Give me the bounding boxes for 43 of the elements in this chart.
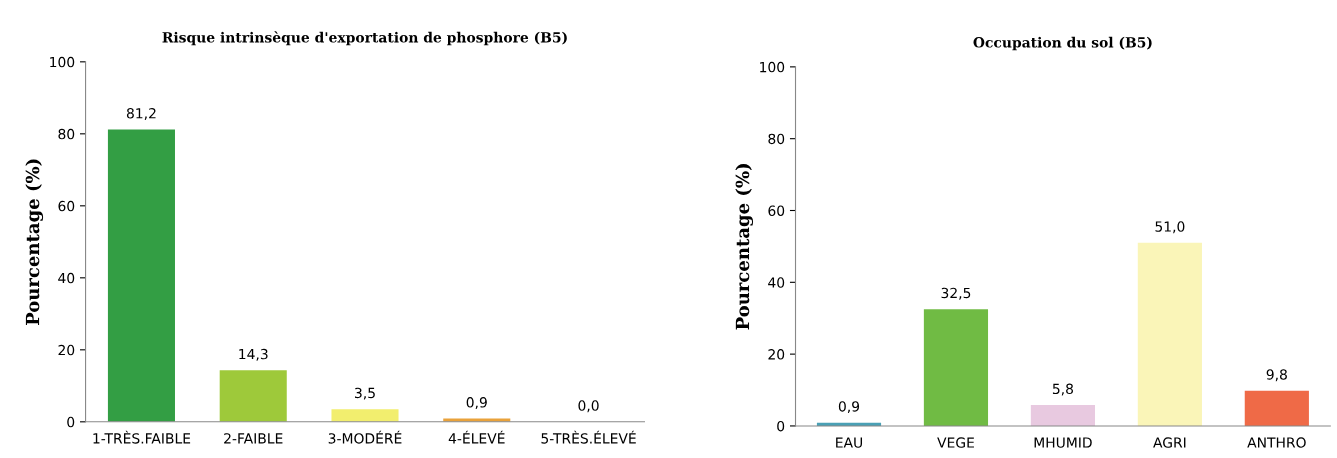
y-tick-label: 60 xyxy=(768,205,785,216)
x-tick-label: 1-TRÈS.FAIBLE xyxy=(93,430,191,444)
x-tick-label: EAU xyxy=(836,437,863,448)
chart-title: Risque intrinsèque d'exportation de phosphore (B5) xyxy=(162,31,567,46)
bar xyxy=(107,129,175,422)
data-label: 9,8 xyxy=(1266,369,1287,382)
bar xyxy=(331,409,399,422)
x-tick-label: AGRI xyxy=(1153,437,1186,448)
data-label: 32,5 xyxy=(941,287,971,300)
y-tick-label: 60 xyxy=(58,200,75,212)
y-tick-label: 100 xyxy=(50,56,75,68)
y-tick-label: 20 xyxy=(768,349,785,360)
y-tick-label: 20 xyxy=(58,344,75,356)
bar xyxy=(923,309,989,426)
x-tick-label: MHUMID xyxy=(1034,437,1092,448)
bar xyxy=(219,370,287,422)
data-label: 0,9 xyxy=(466,397,487,409)
y-tick-label: 0 xyxy=(67,416,75,428)
data-label: 5,8 xyxy=(1052,383,1074,396)
y-tick-label: 40 xyxy=(58,272,75,284)
y-tick-label: 40 xyxy=(768,277,785,288)
y-axis-title: Pourcentage (%) xyxy=(735,164,754,330)
x-tick-label: 2-FAIBLE xyxy=(224,433,283,444)
data-label: 81,2 xyxy=(126,107,156,120)
bar xyxy=(1030,405,1095,426)
data-label: 3,5 xyxy=(355,387,375,400)
y-tick-label: 0 xyxy=(777,420,785,432)
y-tick-label: 80 xyxy=(768,133,785,145)
y-tick-label: 80 xyxy=(58,128,75,140)
x-tick-label: 5-TRÈS.ÉLEVÉ xyxy=(541,430,636,444)
chart-title: Occupation du sol (B5) xyxy=(973,36,1152,51)
x-tick-label: 3-MODÉRÉ xyxy=(328,430,402,444)
x-tick-label: ANTHRO xyxy=(1247,437,1306,448)
bar xyxy=(1244,390,1309,426)
data-label: 0,9 xyxy=(838,401,860,414)
data-label: 0,0 xyxy=(578,400,599,413)
x-tick-label: 4-ÉLEVÉ xyxy=(448,430,505,444)
y-axis-title: Pourcentage (%) xyxy=(25,159,44,326)
data-label: 14,3 xyxy=(239,348,268,361)
x-tick-label: VEGE xyxy=(937,437,974,448)
bar xyxy=(1137,242,1202,426)
data-label: 51,0 xyxy=(1155,221,1185,234)
y-tick-label: 100 xyxy=(760,61,785,73)
